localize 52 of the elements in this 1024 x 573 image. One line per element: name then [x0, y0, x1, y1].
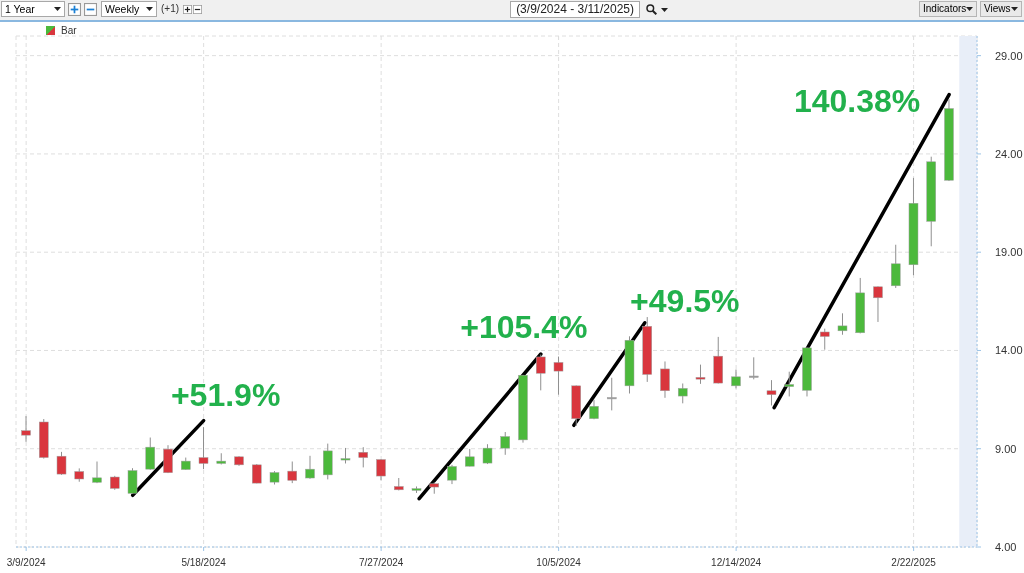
- candlestick: [305, 455, 315, 480]
- views-button: Views: [980, 1, 1022, 17]
- y-tick-label: 4.00: [995, 541, 1017, 553]
- candlestick: [323, 443, 333, 480]
- candlestick: [358, 446, 368, 468]
- x-tick-label: 7/27/2024: [358, 557, 404, 568]
- period-dropdown: 1 Year: [1, 1, 65, 17]
- candlestick: [890, 244, 901, 289]
- candlestick: [56, 451, 67, 476]
- y-tick-label: 19.00: [995, 246, 1023, 259]
- candlestick: [766, 379, 777, 406]
- legend-label: Bar: [61, 25, 77, 36]
- candlestick: [198, 426, 209, 470]
- candlestick: [837, 312, 848, 336]
- candlestick: [127, 467, 138, 495]
- y-tick-label: 24.00: [995, 147, 1023, 160]
- candlestick: [677, 382, 688, 404]
- title-field: (3/9/2024 - 3/11/2025): [510, 1, 640, 18]
- indicators-button: Indicators: [919, 1, 977, 17]
- y-tick-label: 29.00: [995, 49, 1023, 62]
- annotation: +49.5%: [630, 282, 740, 319]
- candlestick: [447, 464, 457, 485]
- candlestick: [873, 285, 883, 323]
- annotation: +51.9%: [170, 376, 281, 413]
- y-tick-label: 14.00: [995, 344, 1023, 357]
- candlestick: [819, 328, 830, 351]
- x-tick-label: 10/5/2024: [536, 557, 582, 568]
- candlestick: [731, 369, 741, 389]
- candlestick: [660, 360, 670, 399]
- text: (+1): [161, 3, 180, 14]
- x-tick-label: 3/9/2024: [6, 557, 47, 568]
- y-tick-label: 9.00: [995, 442, 1017, 455]
- candlestick: [252, 463, 262, 484]
- candlestick: [748, 356, 759, 380]
- chart-title: (3/9/2024 - 3/11/2025): [516, 2, 634, 16]
- candlestick: [784, 371, 794, 397]
- candlestick: [21, 415, 31, 443]
- candlestick: [606, 377, 617, 411]
- annotation: +105.4%: [460, 309, 588, 345]
- annotation: 140.38%: [793, 82, 921, 119]
- x-tick-label: 12/14/2024: [711, 557, 762, 568]
- candlestick: [500, 431, 510, 456]
- candlestick: [536, 354, 546, 391]
- interval-dropdown: Weekly: [101, 1, 157, 17]
- candlestick: [163, 444, 173, 474]
- candlestick: [376, 458, 386, 481]
- x-tick-label: 2/22/2025: [891, 557, 937, 568]
- candlestick: [695, 364, 706, 385]
- candlestick: [287, 461, 298, 484]
- x-tick-label: 5/18/2024: [181, 557, 227, 568]
- candlestick: [553, 356, 564, 396]
- candlestick: [145, 437, 156, 471]
